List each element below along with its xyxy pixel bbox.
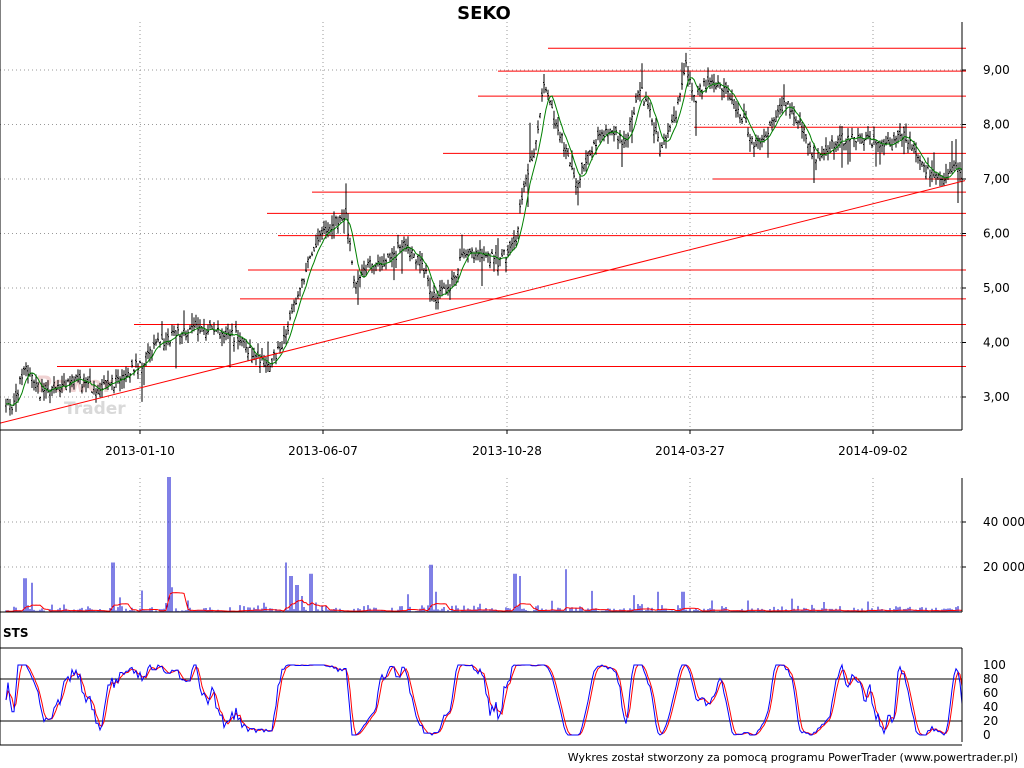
watermark-power: Power	[36, 373, 113, 398]
date-tick-label: 2013-10-28	[472, 444, 542, 458]
volume-tick-label: 40 000	[983, 515, 1024, 529]
volume-tick-label: 20 000	[983, 560, 1024, 574]
sts-lines	[5, 663, 963, 736]
price-grid	[0, 22, 962, 430]
price-moving-average	[5, 77, 963, 407]
price-tick-label: 7,00	[983, 172, 1010, 186]
sts-grid	[0, 678, 962, 722]
sts-main-line	[5, 663, 963, 736]
sts-tick-label: 60	[983, 686, 998, 700]
watermark-trader: Trader	[64, 399, 126, 419]
volume-axis: 20 000 40 000	[0, 478, 1024, 613]
date-tick-label: 2013-01-10	[105, 444, 175, 458]
sts-panel-label: STS	[3, 626, 28, 640]
price-axis: 3,00 4,00 5,00 6,00 7,00 8,00 9,00	[0, 22, 1010, 431]
sts-tick-label: 40	[983, 700, 998, 714]
volume-average-line	[6, 592, 963, 612]
chart-title: SEKO	[457, 3, 511, 24]
sts-tick-label: 20	[983, 714, 998, 728]
moving-average-line	[5, 77, 963, 407]
date-tick-label: 2014-09-02	[838, 444, 908, 458]
volume-moving-average	[6, 592, 963, 612]
footer-credit: Wykres został stworzony za pomocą progra…	[568, 751, 1018, 764]
price-tick-label: 9,00	[983, 63, 1010, 77]
date-tick-label: 2013-06-07	[288, 444, 358, 458]
sts-tick-label: 80	[983, 672, 998, 686]
price-tick-label: 8,00	[983, 118, 1010, 132]
volume-grid	[0, 478, 962, 612]
price-tick-label: 6,00	[983, 227, 1010, 241]
sts-tick-label: 0	[983, 728, 991, 742]
price-tick-label: 3,00	[983, 390, 1010, 404]
price-tick-label: 4,00	[983, 336, 1010, 350]
trendline	[0, 180, 966, 424]
resistance-levels	[57, 47, 966, 367]
date-axis: 2013-01-10 2013-06-07 2013-10-28 2014-03-27…	[105, 430, 908, 458]
sts-tick-label: 100	[983, 658, 1006, 672]
sts-signal-line	[5, 664, 963, 736]
date-tick-label: 2014-03-27	[655, 444, 725, 458]
price-tick-label: 5,00	[983, 281, 1010, 295]
trendline	[0, 180, 966, 424]
